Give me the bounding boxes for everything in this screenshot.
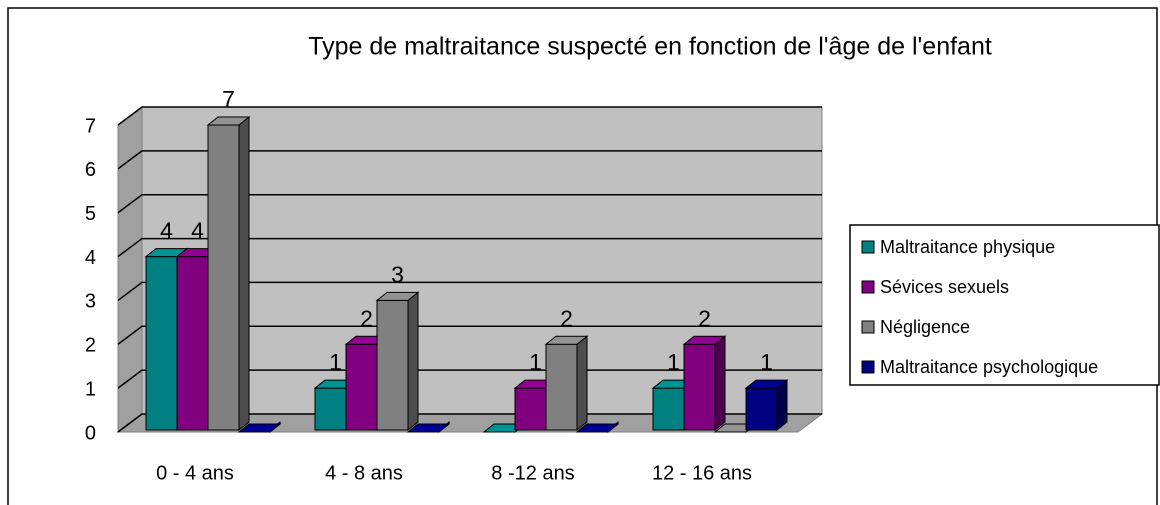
bar: [682, 335, 727, 432]
legend-label: Maltraitance psychologique: [880, 357, 1098, 377]
bar: [544, 335, 589, 432]
data-label: 1: [329, 349, 342, 375]
data-label: 1: [760, 349, 773, 375]
bar: [375, 291, 420, 432]
bar-top: [744, 379, 789, 389]
data-label: 2: [698, 305, 711, 331]
y-tick-label: 2: [85, 335, 96, 357]
bar-front: [207, 124, 240, 431]
grid-line: [117, 413, 822, 433]
data-label: 3: [391, 262, 404, 288]
x-tick-label: 0 - 4 ans: [156, 462, 234, 484]
y-tick-label: 1: [85, 378, 96, 400]
grid-line: [117, 369, 822, 389]
data-label: 2: [560, 305, 573, 331]
legend-swatch: [861, 360, 875, 374]
legend-swatch: [861, 320, 875, 334]
bar-front: [345, 343, 378, 431]
bar-front: [652, 387, 685, 431]
bar-top: [375, 291, 420, 301]
data-label: 1: [529, 349, 542, 375]
bar: [237, 420, 282, 434]
legend-label: Négligence: [880, 317, 970, 337]
bar-front: [314, 387, 347, 431]
bar-side: [714, 335, 726, 432]
data-label: 2: [360, 305, 373, 331]
y-tick-label: 3: [85, 291, 96, 313]
bar-front: [745, 387, 778, 431]
x-tick-label: 8 -12 ans: [491, 462, 574, 484]
grid-line: [117, 325, 822, 345]
y-tick-label: 6: [85, 159, 96, 181]
data-label: 7: [222, 86, 235, 112]
bar-side: [238, 115, 250, 432]
data-label: 4: [191, 218, 204, 244]
bar-top: [575, 423, 620, 433]
bar-front: [514, 387, 547, 431]
bar-top: [206, 116, 251, 126]
bar-front: [545, 343, 578, 431]
y-tick-label: 4: [85, 247, 96, 269]
side-wall: [117, 106, 143, 433]
legend: [849, 224, 1160, 386]
data-label: 1: [667, 349, 680, 375]
legend-label: Sévices sexuels: [880, 277, 1009, 297]
bar-top: [237, 423, 282, 433]
bar-side: [407, 291, 419, 432]
y-tick-label: 5: [85, 203, 96, 225]
bar-top: [544, 335, 589, 345]
legend-swatch: [861, 240, 875, 254]
bar-front: [376, 299, 409, 431]
legend-label: Maltraitance physique: [880, 237, 1055, 257]
bar-front: [176, 256, 209, 431]
bar: [206, 115, 251, 432]
bar-side: [576, 335, 588, 432]
grid-line: [117, 193, 822, 214]
x-tick-label: 12 - 16 ans: [652, 462, 752, 484]
grid-line: [117, 237, 822, 258]
bar: [406, 420, 451, 434]
y-tick-label: 0: [85, 422, 96, 444]
bar: [744, 379, 789, 432]
bar-top: [682, 335, 727, 345]
y-tick-label: 7: [85, 115, 96, 137]
grid-line: [117, 150, 822, 170]
x-tick-label: 4 - 8 ans: [325, 462, 403, 484]
chart-title: Type de maltraitance suspecté en fonctio…: [308, 33, 992, 61]
grid-line: [117, 106, 822, 126]
grid-line: [117, 281, 822, 302]
legend-swatch: [861, 280, 875, 294]
data-label: 4: [160, 218, 173, 244]
bar: [575, 420, 620, 434]
bar-front: [145, 256, 178, 431]
bar-top: [406, 423, 451, 433]
bar-front: [683, 343, 716, 431]
bar-side: [776, 379, 788, 432]
